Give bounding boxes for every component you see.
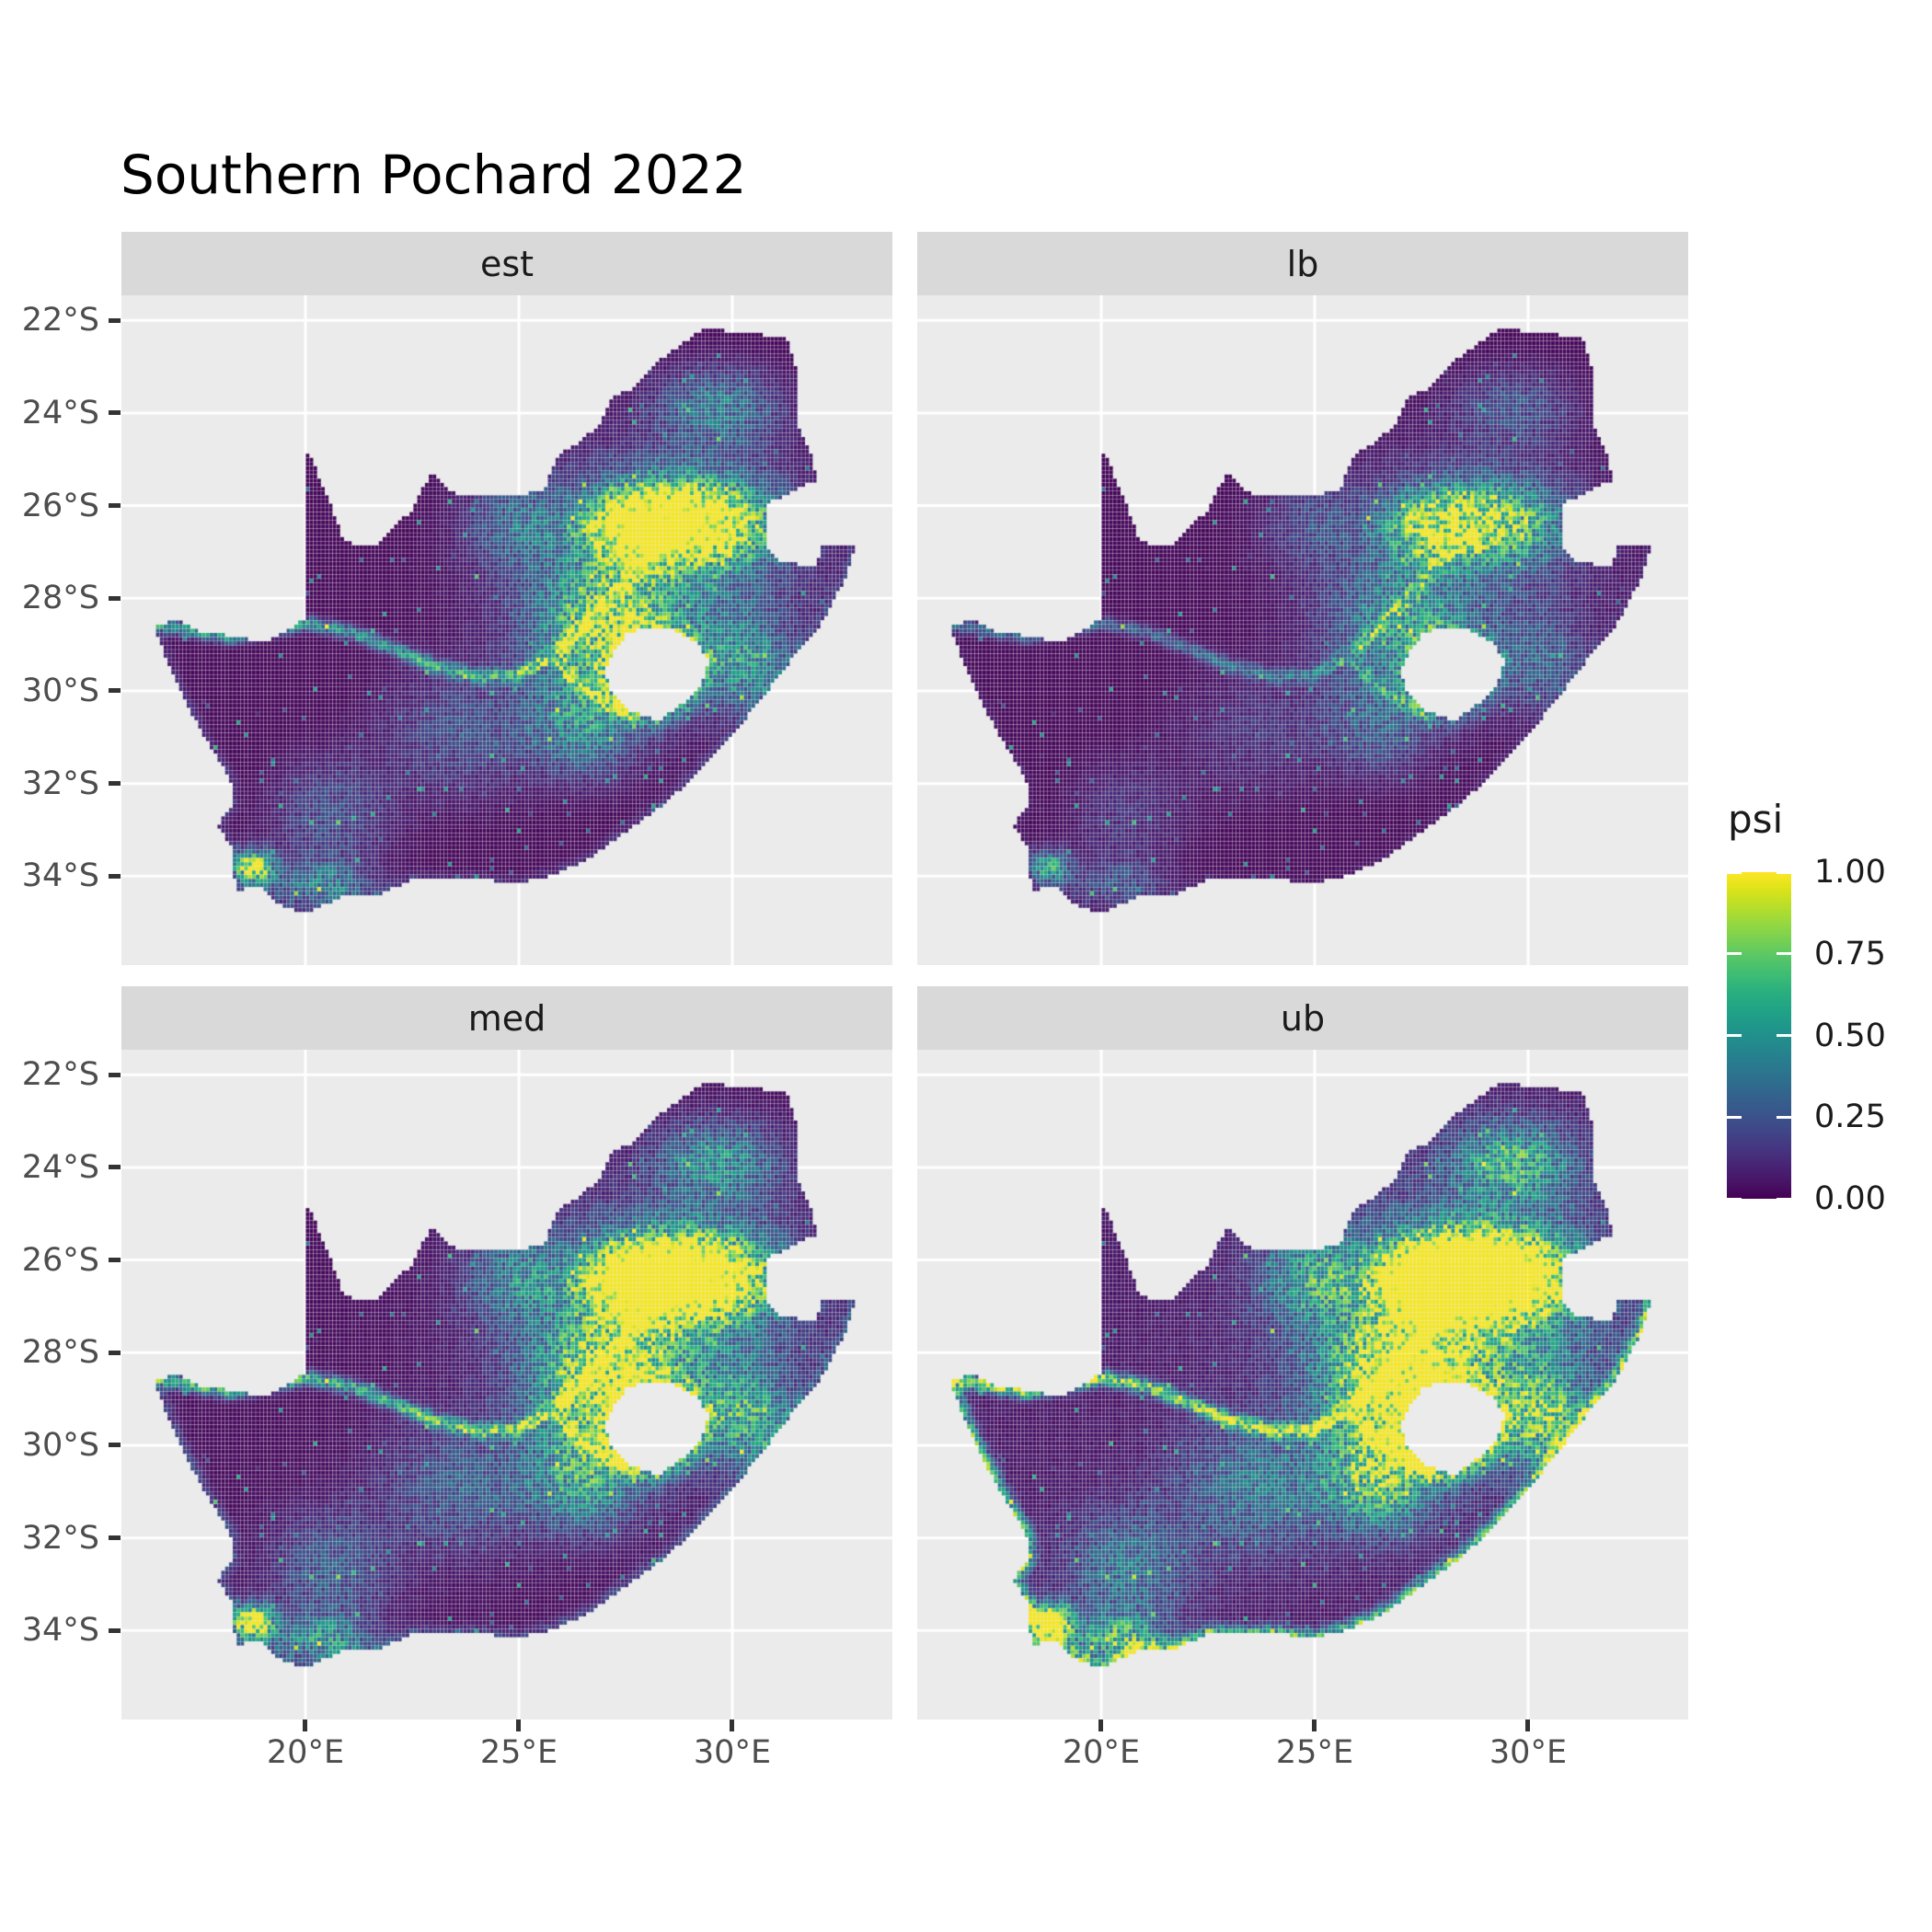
legend: psi 1.00 0.75 0.50 0.25 0.00 <box>1720 791 1932 1233</box>
y-axis-tick-label: 26°S <box>21 487 99 524</box>
y-axis-tick-label: 32°S <box>21 765 99 802</box>
facet-strip-est: est <box>121 232 892 295</box>
x-axis-tick-mark <box>1525 1719 1531 1731</box>
y-axis-tick-mark <box>109 873 121 879</box>
x-axis-tick-label: 30°E <box>693 1734 772 1771</box>
y-axis-tick-mark <box>109 1350 121 1355</box>
y-axis-tick-mark <box>109 1165 121 1170</box>
x-axis-tick-mark <box>516 1719 522 1731</box>
legend-tick-label: 1.00 <box>1814 854 1886 891</box>
x-axis-tick-label: 25°E <box>479 1734 558 1771</box>
plot-title: Southern Pochard 2022 <box>121 144 747 206</box>
legend-tick-mark <box>1727 1197 1742 1199</box>
y-axis-tick-label: 34°S <box>21 1612 99 1650</box>
legend-tick-mark <box>1777 1034 1791 1037</box>
y-axis-tick-label: 22°S <box>21 1056 99 1094</box>
x-axis-tick-label: 25°E <box>1275 1734 1354 1771</box>
x-axis-tick-mark <box>1312 1719 1317 1731</box>
map-panel-lb <box>917 295 1688 965</box>
legend-title: psi <box>1728 797 1784 842</box>
y-axis-tick-mark <box>109 1627 121 1633</box>
y-axis-tick-label: 28°S <box>21 1334 99 1372</box>
y-axis-tick-label: 28°S <box>21 580 99 617</box>
facet-strip-lb: lb <box>917 232 1688 295</box>
legend-tick-label: 0.50 <box>1814 1017 1886 1054</box>
map-panel-est <box>121 295 892 965</box>
legend-tick-mark <box>1727 952 1742 956</box>
legend-tick-mark <box>1727 1115 1742 1119</box>
legend-tick-mark <box>1777 872 1791 874</box>
legend-tick-mark <box>1727 872 1742 874</box>
y-axis-tick-mark <box>109 595 121 601</box>
x-axis-tick-label: 20°E <box>1062 1734 1141 1771</box>
y-axis-tick-label: 24°S <box>21 1148 99 1186</box>
facet-strip-med: med <box>121 986 892 1050</box>
y-axis-tick-mark <box>109 688 121 694</box>
legend-tick-label: 0.00 <box>1814 1180 1886 1217</box>
y-axis-tick-mark <box>109 1072 121 1077</box>
y-axis-tick-mark <box>109 1535 121 1541</box>
y-axis-tick-mark <box>109 317 121 323</box>
y-axis-tick-mark <box>109 410 121 416</box>
facet-strip-label-lb: lb <box>1286 243 1319 284</box>
facet-strip-label-est: est <box>479 243 535 284</box>
y-axis-tick-label: 30°S <box>21 1426 99 1464</box>
x-axis-tick-label: 20°E <box>266 1734 345 1771</box>
legend-colorbar <box>1727 872 1791 1199</box>
y-axis-tick-mark <box>109 503 121 509</box>
x-axis-tick-label: 30°E <box>1489 1734 1568 1771</box>
y-axis-tick-mark <box>109 1443 121 1448</box>
y-axis-tick-label: 34°S <box>21 857 99 895</box>
x-axis-tick-mark <box>1098 1719 1104 1731</box>
y-axis-tick-label: 26°S <box>21 1241 99 1279</box>
y-axis-tick-label: 24°S <box>21 394 99 431</box>
facet-strip-ub: ub <box>917 986 1688 1050</box>
facet-strip-label-ub: ub <box>1280 997 1326 1039</box>
map-panel-med <box>121 1050 892 1719</box>
y-axis-tick-mark <box>109 781 121 787</box>
x-axis-tick-mark <box>303 1719 308 1731</box>
legend-tick-mark <box>1777 1115 1791 1119</box>
legend-tick-mark <box>1727 1034 1742 1037</box>
y-axis-tick-label: 22°S <box>21 302 99 339</box>
legend-tick-mark <box>1777 1197 1791 1199</box>
legend-tick-label: 0.25 <box>1814 1098 1886 1136</box>
y-axis-tick-mark <box>109 1258 121 1263</box>
legend-tick-mark <box>1777 952 1791 956</box>
map-panel-ub <box>917 1050 1688 1719</box>
y-axis-tick-label: 30°S <box>21 672 99 709</box>
facet-strip-label-med: med <box>467 997 546 1039</box>
x-axis-tick-mark <box>730 1719 735 1731</box>
y-axis-tick-label: 32°S <box>21 1519 99 1557</box>
legend-tick-label: 0.75 <box>1814 935 1886 972</box>
